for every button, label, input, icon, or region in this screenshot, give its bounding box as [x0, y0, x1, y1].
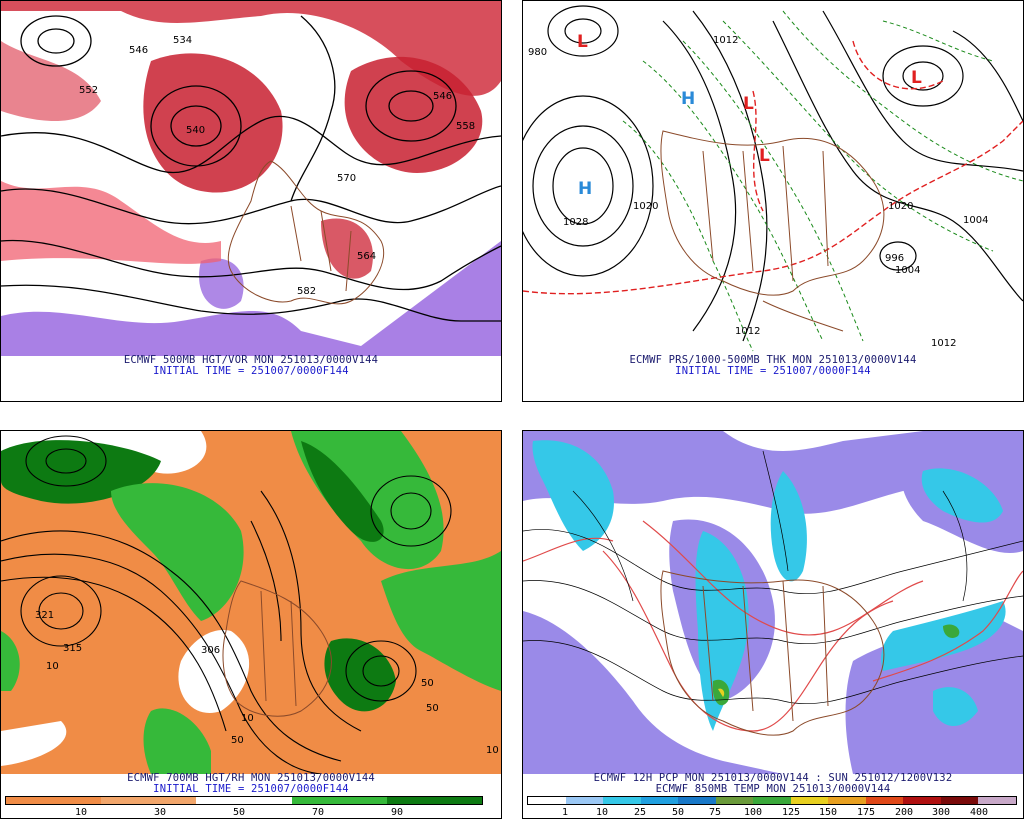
contour-labels: 1028 1020 1012 1004 996 980 1020 1004 10…	[528, 35, 988, 349]
contour-label: 1004	[963, 215, 988, 226]
contour-label: 1012	[713, 35, 738, 46]
colorbar-tick: 150	[818, 807, 838, 818]
low-pressure-marker: L	[743, 94, 754, 114]
colorbar-segment	[101, 797, 197, 804]
panel-title: ECMWF 500MB HGT/VOR MON 251013/0000V144	[123, 354, 379, 366]
colorbar-segment	[753, 797, 791, 804]
contour-label: 546	[433, 91, 452, 102]
contour-label: 321	[35, 610, 54, 621]
colorbar-segment	[528, 797, 566, 804]
colorbar-tick: 200	[894, 807, 914, 818]
colorbar-tick: 10	[595, 807, 609, 818]
contour-label: 552	[79, 85, 98, 96]
colorbar-segment	[386, 797, 483, 804]
colorbar-segment	[865, 797, 904, 804]
panel-surface-pressure-thickness: H H L L L L 1028 1020 1012 1004 996 980 …	[522, 0, 1024, 402]
precip-colorbar	[527, 796, 1017, 805]
contour-label: 546	[129, 45, 148, 56]
contour-label: 1004	[895, 265, 920, 276]
colorbar-segment	[565, 797, 604, 804]
colorbar-tick: 30	[153, 807, 167, 818]
colorbar-segment	[903, 797, 941, 804]
panel-init-time: INITIAL TIME = 251007/0000F144	[153, 365, 349, 377]
map-700mb: 321 315 10 50 10 50 306 10 50	[1, 431, 501, 774]
high-pressure-marker: H	[578, 179, 592, 199]
colorbar-tick: 300	[931, 807, 951, 818]
colorbar-segment	[640, 797, 679, 804]
contour-label: 10	[486, 745, 499, 756]
contour-label: 1028	[563, 217, 588, 228]
panel-init-time: INITIAL TIME = 251007/0000F144	[153, 783, 349, 795]
contour-label: 540	[186, 125, 205, 136]
colorbar-segment	[678, 797, 716, 804]
colorbar-segment	[6, 797, 102, 804]
contour-label: 1012	[735, 326, 760, 337]
contour-label: 50	[231, 735, 244, 746]
contour-label: 534	[173, 35, 192, 46]
map-500mb: 546 534 552 558 570 582 564 540 546	[1, 1, 501, 356]
panel-subtitle: ECMWF 850MB TEMP MON 251013/0000V144	[655, 783, 891, 795]
colorbar-tick: 70	[311, 807, 325, 818]
colorbar-segment	[978, 797, 1016, 804]
panel-500mb-height-vorticity: 546 534 552 558 570 582 564 540 546 ECMW…	[0, 0, 502, 402]
colorbar-segment	[196, 797, 292, 804]
map-surface-pressure: H H L L L L 1028 1020 1012 1004 996 980 …	[523, 1, 1023, 356]
contour-label: 570	[337, 173, 356, 184]
colorbar-tick: 100	[743, 807, 763, 818]
colorbar-tick: 10	[74, 807, 88, 818]
rh-colorbar	[5, 796, 483, 805]
contour-label: 582	[297, 286, 316, 297]
colorbar-tick: 25	[633, 807, 647, 818]
low-pressure-marker: L	[759, 146, 770, 166]
contour-label: 564	[357, 251, 376, 262]
low-pressure-marker: L	[577, 32, 588, 52]
colorbar-tick: 125	[781, 807, 801, 818]
contour-labels: 321 315 10 50 10 50 306 10 50	[35, 610, 499, 756]
low-pressure-marker: L	[911, 68, 922, 88]
contour-label: 1020	[633, 201, 658, 212]
contour-label: 10	[46, 661, 59, 672]
colorbar-tick: 175	[856, 807, 876, 818]
colorbar-tick: 90	[390, 807, 404, 818]
contour-label: 306	[201, 645, 220, 656]
panel-title: ECMWF PRS/1000-500MB THK MON 251013/0000…	[629, 354, 917, 366]
contour-label: 50	[426, 703, 439, 714]
panel-title: ECMWF 700MB HGT/RH MON 251013/0000V144	[127, 772, 375, 784]
colorbar-segment	[291, 797, 387, 804]
map-precipitation	[523, 431, 1023, 774]
contour-label: 558	[456, 121, 475, 132]
colorbar-tick: 50	[232, 807, 246, 818]
contour-labels: 546 534 552 558 570 582 564 540 546	[79, 35, 475, 297]
colorbar-segment	[603, 797, 641, 804]
colorbar-tick: 400	[969, 807, 989, 818]
panel-title: ECMWF 12H PCP MON 251013/0000V144 : SUN …	[593, 772, 953, 784]
high-pressure-marker: H	[681, 89, 695, 109]
colorbar-segment	[828, 797, 866, 804]
colorbar-segment	[940, 797, 979, 804]
panel-init-time: INITIAL TIME = 251007/0000F144	[675, 365, 871, 377]
colorbar-tick: 50	[671, 807, 685, 818]
contour-label: 50	[421, 678, 434, 689]
colorbar-tick: 1	[561, 807, 569, 818]
panel-precip-850mb-temp: ECMWF 12H PCP MON 251013/0000V144 : SUN …	[522, 430, 1024, 819]
contour-label: 315	[63, 643, 82, 654]
colorbar-segment	[790, 797, 829, 804]
contour-label: 10	[241, 713, 254, 724]
colorbar-segment	[715, 797, 754, 804]
colorbar-tick: 75	[708, 807, 722, 818]
contour-label: 980	[528, 47, 547, 58]
panel-700mb-height-rh: 321 315 10 50 10 50 306 10 50 ECMWF 700M…	[0, 430, 502, 819]
contour-label: 1020	[888, 201, 913, 212]
contour-label: 1012	[931, 338, 956, 349]
contour-label: 996	[885, 253, 904, 264]
